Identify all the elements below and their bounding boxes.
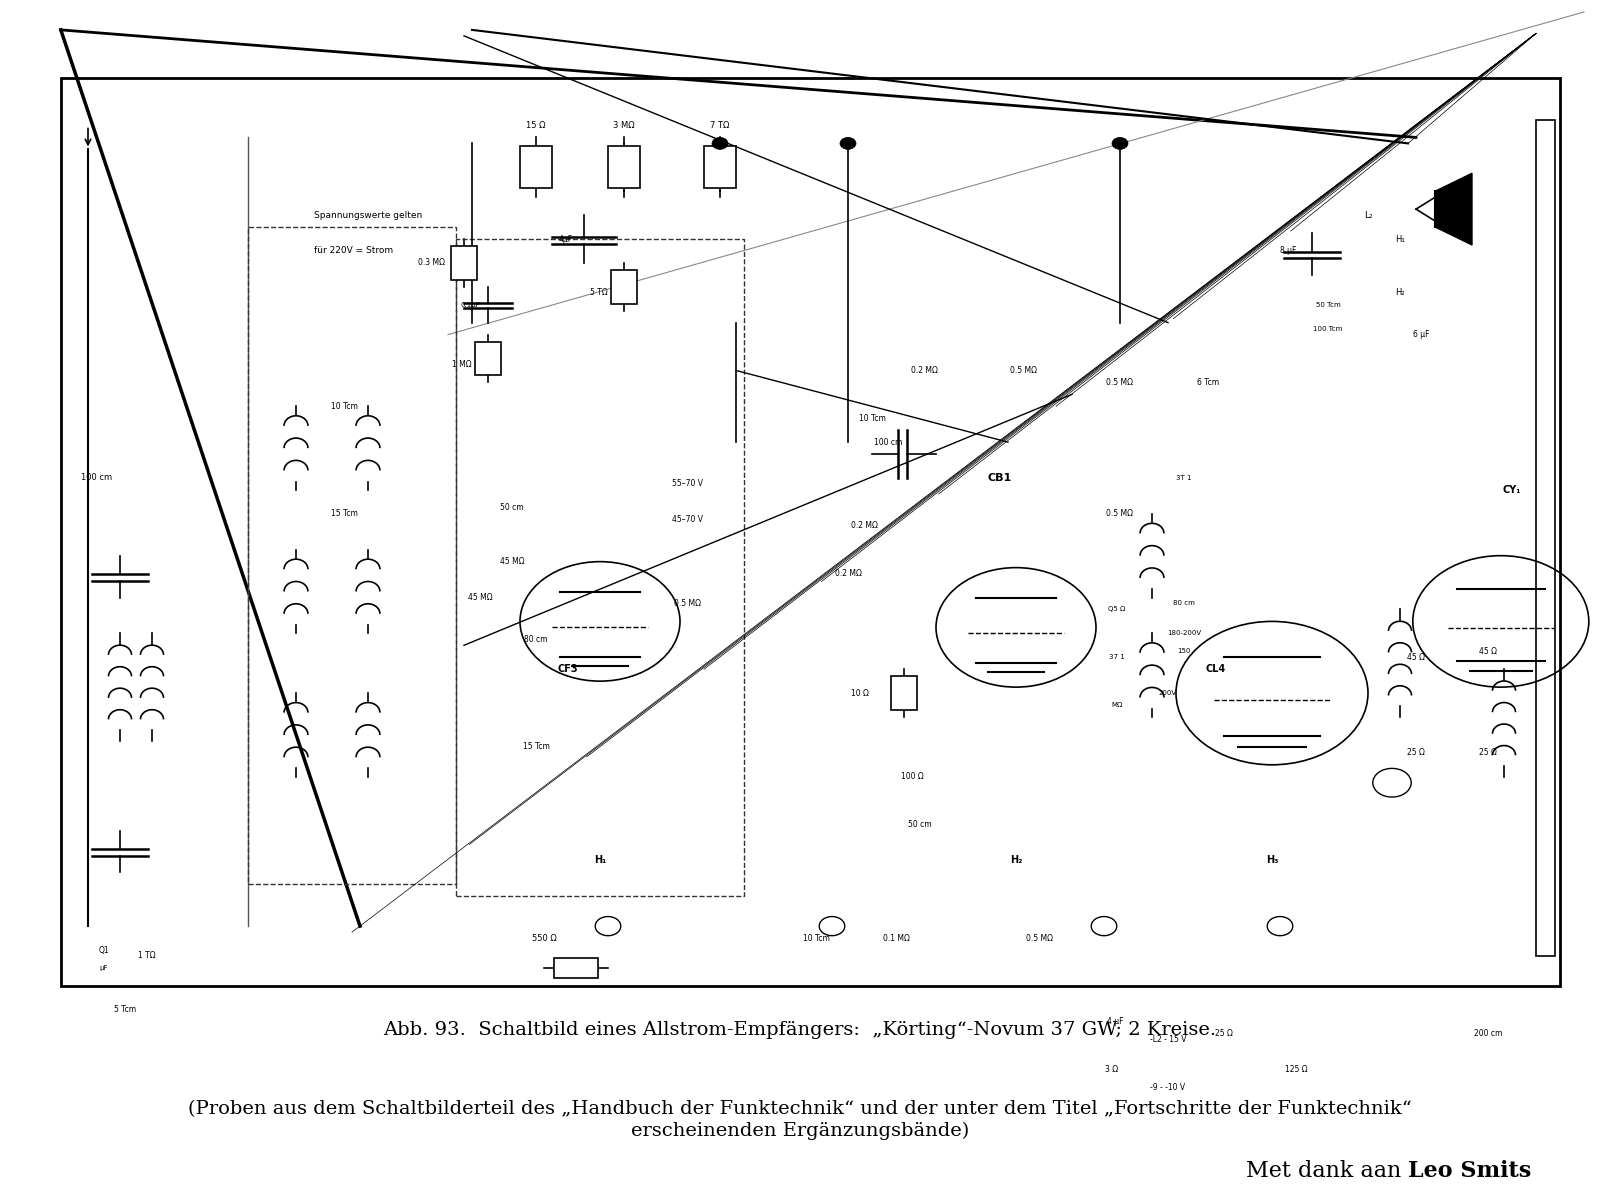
Bar <box>704 147 736 189</box>
Bar <box>608 147 640 189</box>
Text: 4μF: 4μF <box>558 234 573 244</box>
Text: 5 Tcm: 5 Tcm <box>114 1005 136 1015</box>
Text: 15 Tcm: 15 Tcm <box>523 742 549 752</box>
Text: 10 Tcm: 10 Tcm <box>803 933 829 943</box>
Text: 3 MΩ: 3 MΩ <box>613 121 635 130</box>
Text: CY₁: CY₁ <box>1502 485 1522 495</box>
Text: 0.2 MΩ: 0.2 MΩ <box>835 569 861 578</box>
Text: 200 cm: 200 cm <box>1474 1029 1502 1038</box>
Text: 25 Ω: 25 Ω <box>1406 748 1426 758</box>
Text: 3 Ω: 3 Ω <box>1106 1065 1118 1074</box>
Text: 15 Tcm: 15 Tcm <box>331 509 357 519</box>
Text: CB1: CB1 <box>987 473 1013 483</box>
Text: 45 Ω: 45 Ω <box>1478 646 1498 656</box>
Text: erscheinenden Ergänzungsbände): erscheinenden Ergänzungsbände) <box>630 1121 970 1140</box>
Text: μF: μF <box>99 964 109 972</box>
Text: 0.2 MΩ: 0.2 MΩ <box>912 366 938 375</box>
Text: 37 1: 37 1 <box>1109 654 1125 661</box>
Text: 45 MΩ: 45 MΩ <box>499 557 525 566</box>
Text: 100 Ω: 100 Ω <box>901 772 923 782</box>
Text: 80 cm: 80 cm <box>525 635 547 644</box>
Text: 6 μF: 6 μF <box>1413 330 1429 339</box>
Text: (Proben aus dem Schaltbilderteil des „Handbuch der Funktechnik“ und der unter de: (Proben aus dem Schaltbilderteil des „Ha… <box>189 1099 1411 1119</box>
Text: 0.5 MΩ: 0.5 MΩ <box>1107 509 1133 519</box>
Text: 6 Tcm: 6 Tcm <box>1197 378 1219 387</box>
Text: 45 Ω: 45 Ω <box>1406 652 1426 662</box>
Bar <box>611 270 637 304</box>
Text: Spannungswerte gelten: Spannungswerte gelten <box>314 210 422 220</box>
Bar <box>554 958 598 978</box>
Text: 125 Ω: 125 Ω <box>1285 1065 1307 1074</box>
Text: 25 Ω: 25 Ω <box>1214 1029 1234 1038</box>
Text: 0.5 MΩ: 0.5 MΩ <box>675 599 701 608</box>
Text: 0.5 MΩ: 0.5 MΩ <box>1027 933 1053 943</box>
Text: 55–70 V: 55–70 V <box>672 479 704 489</box>
Text: H₁: H₁ <box>594 856 606 865</box>
Text: Abb. 93.  Schaltbild eines Allstrom-Empfängers:  „Körting“-Novum 37 GW; 2 Kreise: Abb. 93. Schaltbild eines Allstrom-Empfä… <box>384 1021 1216 1040</box>
Text: Leo Smits: Leo Smits <box>1408 1160 1531 1182</box>
Text: 10 Tcm: 10 Tcm <box>859 413 885 423</box>
Text: 1 TΩ: 1 TΩ <box>138 951 157 961</box>
Circle shape <box>1112 137 1128 149</box>
Circle shape <box>840 137 856 149</box>
Text: Q1: Q1 <box>99 945 109 955</box>
Text: Q5 Ω: Q5 Ω <box>1109 606 1125 613</box>
Text: 150: 150 <box>1178 648 1190 655</box>
Circle shape <box>712 137 728 149</box>
Text: 8 μF: 8 μF <box>1280 246 1296 256</box>
Text: 0.1 MΩ: 0.1 MΩ <box>883 933 909 943</box>
Text: L₂: L₂ <box>1363 210 1373 220</box>
Text: -9 - -10 V: -9 - -10 V <box>1150 1083 1186 1092</box>
Text: 10 Tcm: 10 Tcm <box>331 402 357 411</box>
Text: 200V: 200V <box>1158 690 1178 697</box>
Bar <box>61 78 1560 986</box>
Text: 50 cm: 50 cm <box>909 820 931 829</box>
Text: Met dank aan: Met dank aan <box>1246 1160 1408 1182</box>
Text: 0.3 MΩ: 0.3 MΩ <box>418 258 445 268</box>
Text: 7 TΩ: 7 TΩ <box>710 121 730 130</box>
Text: 5 TΩ: 5 TΩ <box>590 288 608 298</box>
Bar <box>451 246 477 280</box>
Text: 50 Tcm: 50 Tcm <box>1315 301 1341 308</box>
Text: 10 Ω: 10 Ω <box>851 688 869 698</box>
Text: 550 Ω: 550 Ω <box>531 933 557 943</box>
Text: 0.5 MΩ: 0.5 MΩ <box>1011 366 1037 375</box>
Text: 80 cm: 80 cm <box>1173 600 1195 607</box>
Bar <box>520 147 552 189</box>
Text: 4 μF: 4 μF <box>1107 1017 1123 1027</box>
Text: 0.2 MΩ: 0.2 MΩ <box>851 521 877 531</box>
Text: CF3: CF3 <box>558 664 578 674</box>
Text: 25 Ω: 25 Ω <box>1478 748 1498 758</box>
Text: 45–70 V: 45–70 V <box>672 515 704 525</box>
Text: 50 cm: 50 cm <box>501 503 523 513</box>
Text: 15 Ω: 15 Ω <box>526 121 546 130</box>
Text: 100 Tcm: 100 Tcm <box>1314 325 1342 332</box>
Text: 3T 1: 3T 1 <box>1176 474 1192 482</box>
Bar <box>1536 120 1555 956</box>
Text: H₃: H₃ <box>1266 856 1278 865</box>
Text: MΩ: MΩ <box>1110 701 1123 709</box>
Text: H₁: H₁ <box>1395 234 1405 244</box>
Text: CL4: CL4 <box>1206 664 1226 674</box>
Text: -L2 - 15 V: -L2 - 15 V <box>1150 1035 1186 1044</box>
Text: 1 MΩ: 1 MΩ <box>453 360 472 369</box>
Bar <box>475 342 501 375</box>
Text: 0.1μF: 0.1μF <box>461 301 480 308</box>
Text: 45 MΩ: 45 MΩ <box>467 593 493 602</box>
Text: H₂: H₂ <box>1010 856 1022 865</box>
Text: 0.5 MΩ: 0.5 MΩ <box>1107 378 1133 387</box>
Text: für 220V = Strom: für 220V = Strom <box>314 246 392 256</box>
Polygon shape <box>1435 173 1472 245</box>
Text: H₂: H₂ <box>1395 288 1405 298</box>
Text: 100 cm: 100 cm <box>874 437 902 447</box>
Bar <box>891 676 917 710</box>
Text: 100 cm: 100 cm <box>82 473 112 483</box>
Text: 180-200V: 180-200V <box>1166 630 1202 637</box>
